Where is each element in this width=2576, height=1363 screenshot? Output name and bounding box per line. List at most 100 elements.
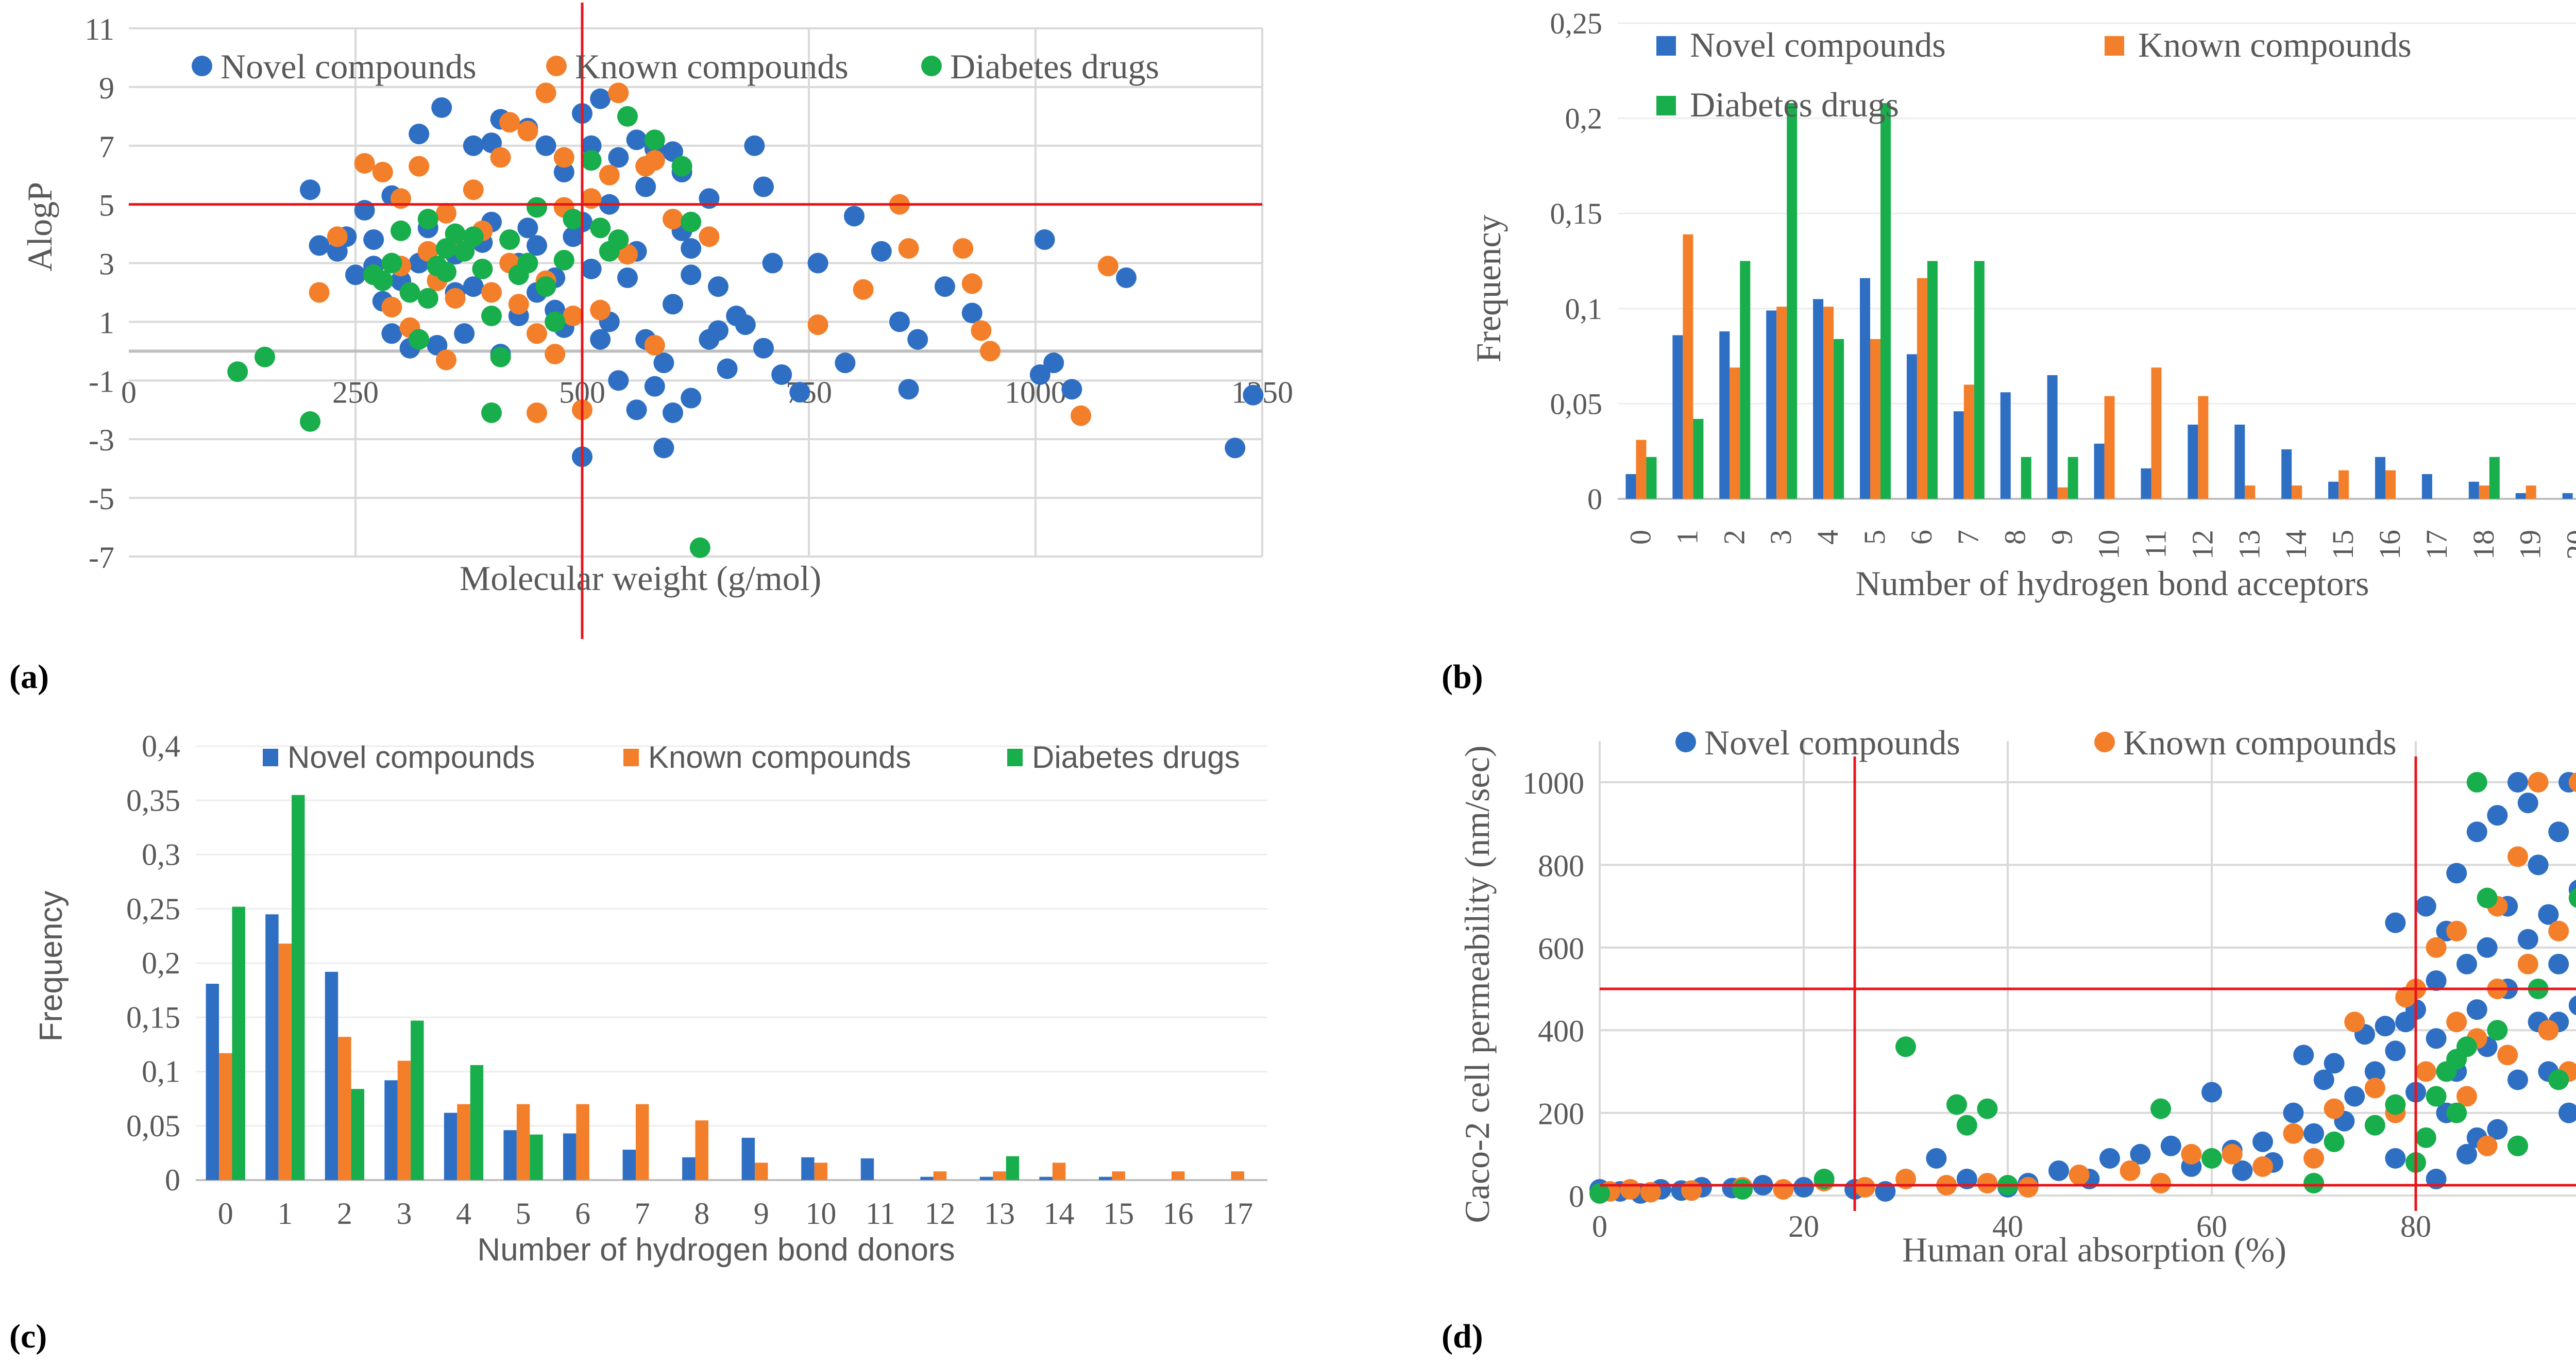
- a-point-novel-compounds-51: [898, 379, 919, 400]
- legend-diabetes-label: Diabetes drugs: [1032, 740, 1240, 775]
- a-point-known-compounds-5: [409, 156, 430, 177]
- a-point-novel-compounds-0: [300, 179, 320, 200]
- d-point-novel-compounds-63: [2528, 854, 2549, 876]
- b-bar-known-compounds-7: [1963, 384, 1974, 499]
- c-bar-novel-compounds-6: [563, 1133, 577, 1180]
- panel-b-legend: Novel compounds Known compounds Diabetes…: [1656, 25, 2412, 124]
- legend-novel-marker: [1675, 732, 1696, 752]
- a-point-diabetes-drugs-14: [481, 306, 502, 327]
- d-point-diabetes-drugs-19: [2466, 772, 2487, 793]
- b-bar-known-compounds-2: [1730, 367, 1740, 499]
- b-bar-novel-compounds-4: [1813, 299, 1824, 499]
- d-point-known-compounds-27: [2426, 937, 2447, 958]
- a-point-known-compounds-45: [381, 296, 402, 317]
- a-point-known-compounds-15: [608, 82, 629, 104]
- a-point-diabetes-drugs-2: [300, 411, 320, 432]
- d-point-novel-compounds-27: [2293, 1045, 2314, 1066]
- a-point-novel-compounds-28: [463, 276, 484, 297]
- a-point-known-compounds-24: [545, 344, 566, 365]
- c-xtick-7: 7: [635, 1197, 650, 1231]
- d-point-novel-compounds-11: [1926, 1148, 1947, 1169]
- panel-a-chart: -7-5-3-11357911250500750100012500 Novel …: [20, 3, 1293, 639]
- b-bar-novel-compounds-20: [2562, 493, 2573, 499]
- b-bar-diabetes-drugs-7: [1974, 261, 1985, 499]
- a-point-novel-compounds-3: [409, 124, 430, 144]
- legend-novel-label: Novel compounds: [221, 47, 477, 86]
- d-point-known-compounds-20: [2324, 1098, 2345, 1119]
- b-bar-novel-compounds-9: [2047, 375, 2058, 499]
- d-point-known-compounds-40: [2568, 772, 2576, 793]
- b-bar-diabetes-drugs-9: [2067, 457, 2078, 499]
- d-point-novel-compounds-59: [2507, 1069, 2528, 1090]
- d-point-diabetes-drugs-3: [1895, 1036, 1916, 1057]
- b-bar-novel-compounds-13: [2234, 425, 2245, 499]
- legend-novel-label: Novel compounds: [1704, 723, 1960, 762]
- a-point-novel-compounds-72: [454, 323, 475, 344]
- c-bar-novel-compounds-15: [1098, 1176, 1112, 1180]
- a-point-known-compounds-42: [1071, 405, 1091, 426]
- d-point-known-compounds-33: [2497, 1045, 2518, 1066]
- d-point-novel-compounds-66: [2548, 953, 2569, 974]
- a-point-known-compounds-6: [436, 203, 456, 224]
- b-bar-novel-compounds-8: [2000, 392, 2011, 499]
- panel-a-label: (a): [9, 658, 49, 696]
- a-point-known-compounds-4: [391, 188, 411, 209]
- a-point-novel-compounds-24: [363, 229, 384, 250]
- a-point-diabetes-drugs-6: [399, 282, 420, 303]
- d-point-diabetes-drugs-0: [1589, 1183, 1610, 1204]
- d-point-novel-compounds-43: [2426, 970, 2447, 991]
- c-ytick-0-15: 0,15: [126, 1000, 180, 1034]
- d-point-diabetes-drugs-1: [1732, 1179, 1753, 1200]
- legend-diabetes-marker: [921, 56, 942, 76]
- b-xtick-16: 16: [2373, 530, 2406, 560]
- b-xtick-10: 10: [2092, 530, 2126, 560]
- b-bar-novel-compounds-6: [1906, 354, 1917, 499]
- b-bar-diabetes-drugs-8: [2021, 457, 2031, 499]
- panel-b-chart: 00,050,10,150,20,250 1 2 3 4 5 6 7 8 9 10 11 12 13 14 1…: [1469, 7, 2576, 603]
- a-point-known-compounds-20: [445, 288, 466, 309]
- d-point-novel-compounds-42: [2426, 1028, 2447, 1049]
- a-point-novel-compounds-4: [431, 97, 452, 118]
- d-point-known-compounds-34: [2507, 846, 2528, 867]
- d-point-novel-compounds-46: [2446, 863, 2467, 884]
- d-point-diabetes-drugs-30: [2426, 1086, 2447, 1107]
- c-bar-known-compounds-5: [516, 1104, 530, 1180]
- c-xtick-16: 16: [1163, 1197, 1194, 1231]
- b-xtick-12: 12: [2185, 530, 2219, 560]
- legend-diabetes-label: Diabetes drugs: [1690, 85, 1899, 124]
- d-point-diabetes-drugs-4: [1946, 1094, 1967, 1115]
- a-point-diabetes-drugs-29: [644, 129, 665, 150]
- b-xtick-6: 6: [1905, 530, 1938, 545]
- legend-known-label: Known compounds: [648, 740, 911, 775]
- d-point-known-compounds-7: [1854, 1176, 1875, 1198]
- b-xtick-19: 19: [2514, 530, 2547, 560]
- a-point-known-compounds-13: [581, 188, 602, 209]
- c-bar-novel-compounds-11: [860, 1158, 874, 1180]
- a-point-novel-compounds-47: [807, 253, 828, 274]
- a-ytick-1: -1: [89, 364, 114, 398]
- a-point-diabetes-drugs-37: [436, 261, 456, 282]
- a-point-diabetes-drugs-21: [545, 311, 566, 332]
- a-point-novel-compounds-23: [345, 264, 366, 285]
- a-point-diabetes-drugs-34: [372, 270, 393, 291]
- a-point-novel-compounds-38: [653, 352, 674, 374]
- a-point-novel-compounds-85: [708, 320, 728, 341]
- c-bar-novel-compounds-8: [682, 1157, 696, 1180]
- b-bar-known-compounds-12: [2198, 396, 2209, 499]
- d-point-diabetes-drugs-20: [2477, 887, 2498, 908]
- a-point-novel-compounds-93: [527, 235, 547, 256]
- a-point-novel-compounds-56: [1029, 364, 1050, 385]
- d-point-known-compounds-16: [2222, 1143, 2243, 1165]
- b-bar-novel-compounds-1: [1672, 335, 1683, 499]
- a-point-known-compounds-23: [527, 323, 547, 344]
- b-xtick-8: 8: [1998, 530, 2032, 545]
- panel-a-tick-labels: -7-5-3-11357911250500750100012500: [84, 12, 1293, 575]
- d-ytick-0: 0: [1569, 1180, 1584, 1214]
- a-point-diabetes-drugs-32: [481, 402, 502, 423]
- c-bar-novel-compounds-5: [503, 1130, 517, 1180]
- c-bar-novel-compounds-10: [801, 1157, 815, 1180]
- d-point-novel-compounds-48: [2456, 953, 2477, 974]
- a-point-known-compounds-7: [463, 179, 484, 200]
- a-point-known-compounds-32: [527, 402, 547, 423]
- b-xtick-7: 7: [1952, 530, 1985, 545]
